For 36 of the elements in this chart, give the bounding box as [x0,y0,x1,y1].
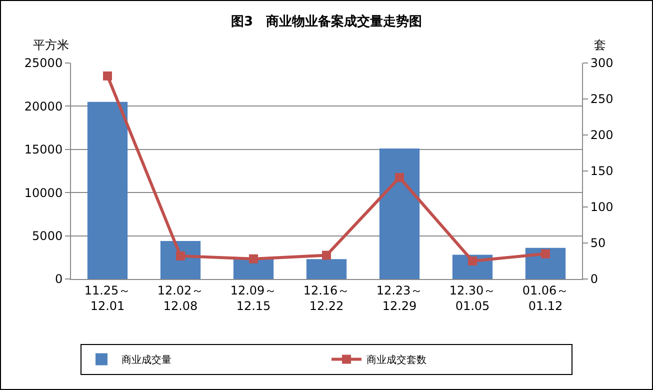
bar [379,148,420,279]
y-tick-label: 5000 [32,229,63,243]
x-tick-label: 12.16～ 12.22 [303,283,350,313]
x-tick-label: 12.23～ 12.29 [376,283,423,313]
bar [87,102,128,279]
y2-tick-label: 150 [590,164,614,178]
y2-tick-label: 50 [590,236,606,250]
point [176,251,185,260]
y-tick-label: 20000 [24,99,63,114]
point [103,71,112,80]
legend-label: 商业成交量 [122,354,172,366]
point [468,256,477,266]
x-tick-label: 12.09～ 12.15 [230,283,277,313]
y-tick-label: 25000 [24,56,63,70]
x-tick-label: 12.30～ 01.05 [449,283,496,313]
y-tick-label: 15000 [24,142,63,157]
x-tick-label: 01.06～ 01.12 [522,283,569,313]
y-tick-label: 0 [54,272,63,286]
legend-label: 商业成交套数 [366,354,426,366]
y2-tick-label: 0 [590,272,598,286]
chart-title: 图3 商业物业备案成交量走势图 [230,14,422,30]
y2-tick-label: 200 [590,128,614,142]
y-tick-label: 10000 [24,186,63,200]
x-tick-label: 12.02～ 12.08 [157,283,204,313]
point [541,249,550,258]
point [249,254,258,264]
point [395,172,404,182]
bar [306,259,347,279]
point [322,250,331,260]
y2-tick-label: 300 [590,56,614,70]
bar [525,248,566,279]
y2-tick-label: 250 [590,92,614,106]
y2-axis-title: 套 [594,38,606,52]
y2-tick-label: 100 [590,200,614,214]
y-axis-title: 平方米 [33,38,69,52]
x-tick-label: 11.25～ 12.01 [84,283,131,313]
